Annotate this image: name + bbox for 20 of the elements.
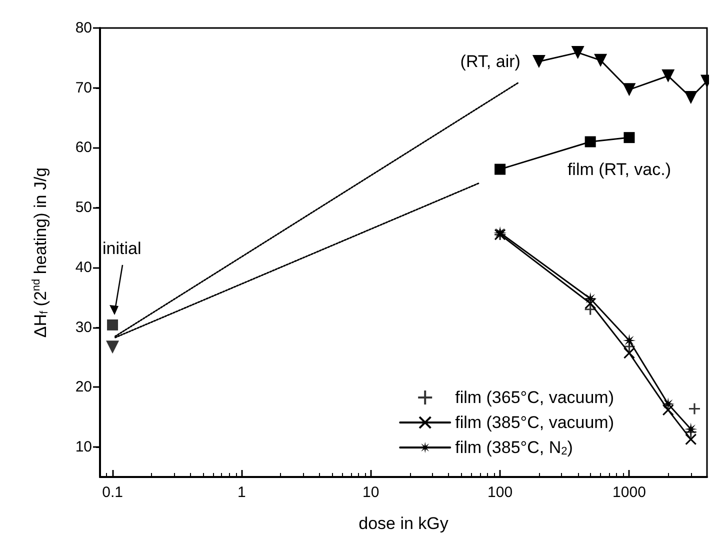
y-tick-label: 30 — [75, 318, 92, 336]
y-axis-title: ΔHf (2nd heating) in J/g — [30, 167, 50, 338]
y-tick-label: 10 — [75, 438, 92, 456]
x-tick-label: 100 — [488, 484, 513, 501]
series-label: (RT, air) — [460, 52, 520, 72]
y-tick-label: 20 — [75, 378, 92, 396]
y-tick-label: 40 — [75, 258, 92, 276]
y-tick-label: 60 — [75, 139, 92, 156]
x-tick-label: 10 — [362, 484, 380, 501]
x-axis-title: dose in kGy — [358, 514, 449, 533]
x-tick-label: 0.1 — [102, 484, 123, 501]
x-tick-label: 1 — [238, 484, 246, 501]
series-label: film (RT, vac.) — [567, 160, 672, 180]
legend-label: film (365°C, vacuum) — [455, 388, 614, 407]
y-tick-label: 70 — [75, 79, 92, 96]
annotation: initial — [102, 238, 142, 258]
legend-label: film (385°C, vacuum) — [455, 413, 614, 432]
x-tick-label: 1000 — [612, 484, 646, 501]
y-tick-label: 50 — [75, 199, 92, 216]
y-tick-label: 80 — [75, 20, 92, 36]
